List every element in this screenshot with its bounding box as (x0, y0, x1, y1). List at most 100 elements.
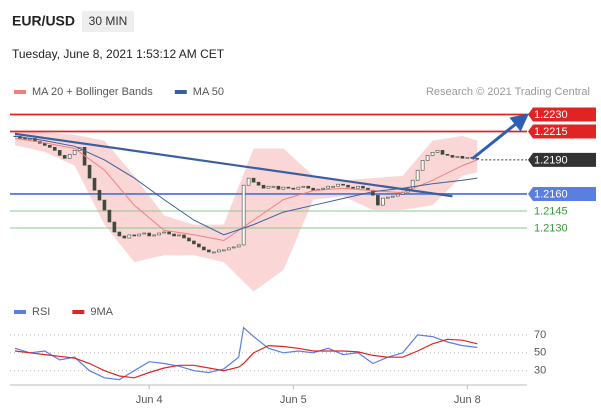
candle (376, 194, 380, 206)
legend-swatch (174, 90, 187, 94)
candle (97, 189, 102, 201)
candle (67, 154, 72, 159)
y-tick-label: 50 (534, 347, 546, 359)
candle (356, 185, 360, 189)
candle (226, 247, 231, 251)
candle (221, 249, 226, 252)
candle (440, 150, 445, 155)
y-tick-label: 30 (534, 365, 546, 377)
candle (251, 177, 256, 183)
candle (132, 234, 137, 237)
level-box (528, 107, 596, 122)
candle (157, 232, 161, 236)
rsi-line (14, 338, 478, 379)
level-label: 1.2130 (534, 222, 568, 234)
candle (47, 145, 52, 148)
candle (455, 155, 460, 158)
candle (172, 233, 176, 237)
level-box (528, 186, 596, 201)
candle (87, 164, 92, 179)
candle (326, 185, 330, 189)
candle (177, 234, 181, 237)
legend-swatch (14, 90, 26, 94)
candle (420, 160, 425, 171)
symbol: EUR/USD (12, 13, 75, 29)
candle (445, 154, 450, 156)
candle (281, 186, 286, 190)
candle (430, 151, 435, 156)
candle (306, 185, 311, 189)
legend-swatch (72, 310, 85, 314)
candle (266, 185, 271, 189)
legend-swatch (14, 310, 26, 314)
x-tick-label: Jun 8 (454, 394, 481, 406)
candle (341, 183, 345, 186)
candle (192, 240, 196, 245)
candle (57, 150, 62, 156)
candle (241, 184, 246, 246)
forecast-arrow (471, 113, 530, 160)
candle (450, 155, 455, 158)
y-tick-label: 70 (534, 329, 546, 341)
candle (117, 231, 122, 237)
candle (52, 146, 57, 151)
candle (351, 186, 355, 189)
level-label: 1.2230 (534, 109, 568, 121)
candle (321, 187, 325, 190)
candle (72, 150, 77, 155)
candle (112, 221, 117, 233)
level-box (528, 152, 596, 167)
candle (182, 234, 186, 239)
candle (216, 249, 221, 253)
candle (346, 184, 350, 188)
level-label: 1.2160 (534, 188, 568, 200)
level-box (528, 124, 596, 139)
rsi-line (14, 326, 478, 381)
candle (212, 251, 216, 254)
candle (42, 143, 47, 146)
candle (246, 177, 251, 186)
legend-label: MA 20 + Bollinger Bands (32, 86, 153, 98)
candle (361, 185, 365, 189)
candle (231, 246, 236, 249)
candle (386, 196, 390, 199)
candle (147, 232, 151, 237)
datetime: Tuesday, June 8, 2021 1:53:12 AM CET (12, 47, 225, 61)
candle (137, 233, 142, 237)
candle (311, 187, 316, 191)
x-tick-label: Jun 4 (136, 394, 163, 406)
timeframe-box (82, 11, 134, 32)
candle (475, 158, 480, 160)
candle (271, 185, 276, 188)
legend-label: MA 50 (193, 86, 224, 98)
candle (107, 209, 112, 223)
candle (187, 237, 191, 242)
candle (336, 183, 340, 187)
candle (381, 197, 385, 206)
candle (122, 235, 127, 239)
candle (256, 181, 261, 186)
candle (162, 231, 166, 234)
candle (236, 244, 241, 248)
candle (127, 234, 132, 239)
level-label: 1.2190 (534, 154, 568, 166)
candle (301, 185, 306, 188)
candle (202, 246, 206, 251)
ma-line (14, 137, 478, 242)
candle (465, 156, 470, 159)
candle (296, 186, 301, 190)
candle (276, 185, 281, 190)
legend-label: 9MA (90, 306, 113, 318)
candle (167, 231, 171, 235)
candle (197, 243, 201, 248)
candle (395, 193, 400, 197)
candle (102, 199, 107, 211)
candle (152, 234, 156, 237)
candle (92, 177, 97, 191)
candle (62, 155, 67, 159)
candle (286, 186, 291, 189)
ma-line (14, 135, 478, 236)
candle (435, 150, 440, 153)
